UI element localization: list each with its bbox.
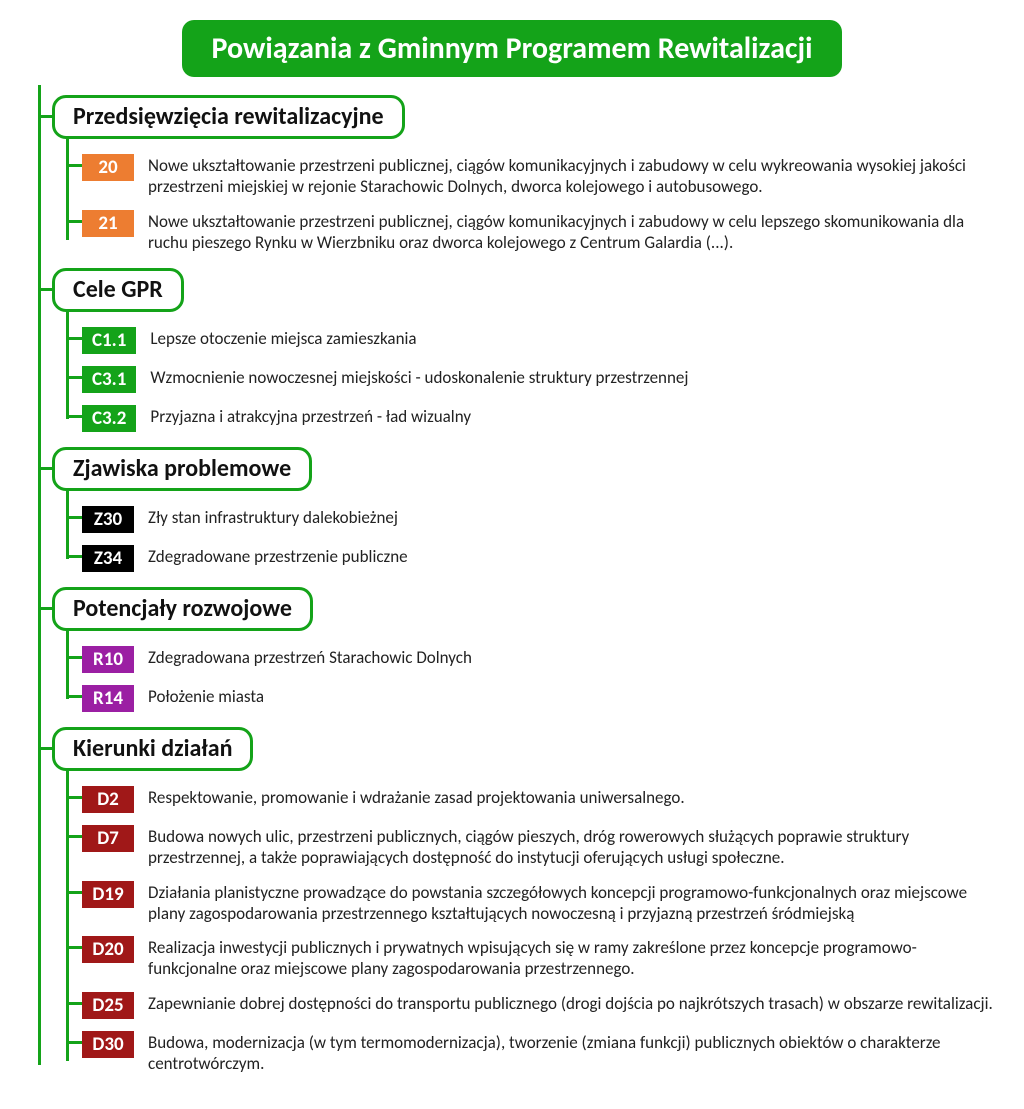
section-items: Z30 Zły stan infrastruktury dalekobieżnej…: [52, 499, 994, 577]
tree-item: D2 Respektowanie, promowanie i wdrażanie …: [82, 779, 994, 818]
item-code-badge: D30: [82, 1031, 134, 1058]
section-header: Potencjały rozwojowe: [52, 587, 313, 631]
tree-section: Zjawiska problemowe Z30 Zły stan infrastru…: [52, 447, 994, 577]
item-code-badge: C1.1: [82, 327, 136, 354]
tree-item: D7 Budowa nowych ulic, przestrzeni public…: [82, 818, 994, 874]
tree-item: D25 Zapewnianie dobrej dostępności do tra…: [82, 985, 994, 1024]
tree-item: 20 Nowe ukształtowanie przestrzeni public…: [82, 147, 994, 203]
tree-item: R14 Położenie miasta: [82, 678, 994, 717]
section-header: Zjawiska problemowe: [52, 447, 312, 491]
tree-item: D30 Budowa, modernizacja (w tym termomode…: [82, 1024, 994, 1080]
item-text: Zdegradowana przestrzeń Starachowic Doln…: [148, 644, 472, 668]
item-text: Zapewnianie dobrej dostępności do transp…: [148, 990, 993, 1014]
tree-item: D19 Działania planistyczne prowadzące do …: [82, 874, 994, 930]
item-text: Działania planistyczne prowadzące do pow…: [148, 879, 994, 925]
item-code-badge: C3.1: [82, 366, 136, 393]
tree-section: Cele GPR C1.1 Lepsze otoczenie miejsca zam…: [52, 268, 994, 437]
item-code-badge: D19: [82, 881, 134, 908]
section-items: 20 Nowe ukształtowanie przestrzeni public…: [52, 147, 994, 258]
item-text: Budowa nowych ulic, przestrzeni publiczn…: [148, 823, 994, 869]
section-items: R10 Zdegradowana przestrzeń Starachowic D…: [52, 639, 994, 717]
diagram-title: Powiązania z Gminnym Programem Rewitaliz…: [182, 20, 843, 77]
tree-section: Kierunki działań D2 Respektowanie, promowa…: [52, 727, 994, 1079]
tree-section: Potencjały rozwojowe R10 Zdegradowana prze…: [52, 587, 994, 717]
tree-item: Z34 Zdegradowane przestrzenie publiczne: [82, 538, 994, 577]
tree-item: R10 Zdegradowana przestrzeń Starachowic D…: [82, 639, 994, 678]
section-header: Kierunki działań: [52, 727, 253, 771]
item-text: Nowe ukształtowanie przestrzeni publiczn…: [148, 152, 994, 198]
item-text: Zły stan infrastruktury dalekobieżnej: [148, 504, 398, 528]
item-text: Nowe ukształtowanie przestrzeni publiczn…: [148, 208, 994, 254]
item-code-badge: D20: [82, 936, 134, 963]
item-text: Respektowanie, promowanie i wdrażanie za…: [148, 784, 685, 808]
item-code-badge: C3.2: [82, 405, 136, 432]
tree-item: 21 Nowe ukształtowanie przestrzeni public…: [82, 203, 994, 259]
tree-item: D20 Realizacja inwestycji publicznych i p…: [82, 929, 994, 985]
tree-item: C3.2 Przyjazna i atrakcyjna przestrzeń - …: [82, 398, 994, 437]
tree-item: Z30 Zły stan infrastruktury dalekobieżnej: [82, 499, 994, 538]
item-text: Lepsze otoczenie miejsca zamieszkania: [150, 325, 416, 349]
item-code-badge: R14: [82, 685, 134, 712]
item-text: Przyjazna i atrakcyjna przestrzeń - ład …: [150, 403, 471, 427]
item-code-badge: R10: [82, 646, 134, 673]
item-code-badge: Z34: [82, 545, 134, 572]
tree-root: Przedsięwzięcia rewitalizacyjne 20 Nowe uk…: [30, 95, 994, 1079]
item-text: Wzmocnienie nowoczesnej miejskości - udo…: [150, 364, 688, 388]
item-code-badge: Z30: [82, 506, 134, 533]
section-header: Cele GPR: [52, 268, 184, 312]
section-items: C1.1 Lepsze otoczenie miejsca zamieszkani…: [52, 320, 994, 437]
item-code-badge: 21: [82, 210, 134, 237]
item-text: Budowa, modernizacja (w tym termomoderni…: [148, 1029, 994, 1075]
item-text: Zdegradowane przestrzenie publiczne: [148, 543, 408, 567]
item-code-badge: D2: [82, 786, 134, 813]
tree-section: Przedsięwzięcia rewitalizacyjne 20 Nowe uk…: [52, 95, 994, 258]
item-text: Położenie miasta: [148, 683, 264, 707]
item-text: Realizacja inwestycji publicznych i pryw…: [148, 934, 994, 980]
item-code-badge: D7: [82, 825, 134, 852]
section-items: D2 Respektowanie, promowanie i wdrażanie …: [52, 779, 994, 1079]
section-header: Przedsięwzięcia rewitalizacyjne: [52, 95, 405, 139]
tree-item: C1.1 Lepsze otoczenie miejsca zamieszkani…: [82, 320, 994, 359]
item-code-badge: 20: [82, 154, 134, 181]
item-code-badge: D25: [82, 992, 134, 1019]
tree-item: C3.1 Wzmocnienie nowoczesnej miejskości -…: [82, 359, 994, 398]
